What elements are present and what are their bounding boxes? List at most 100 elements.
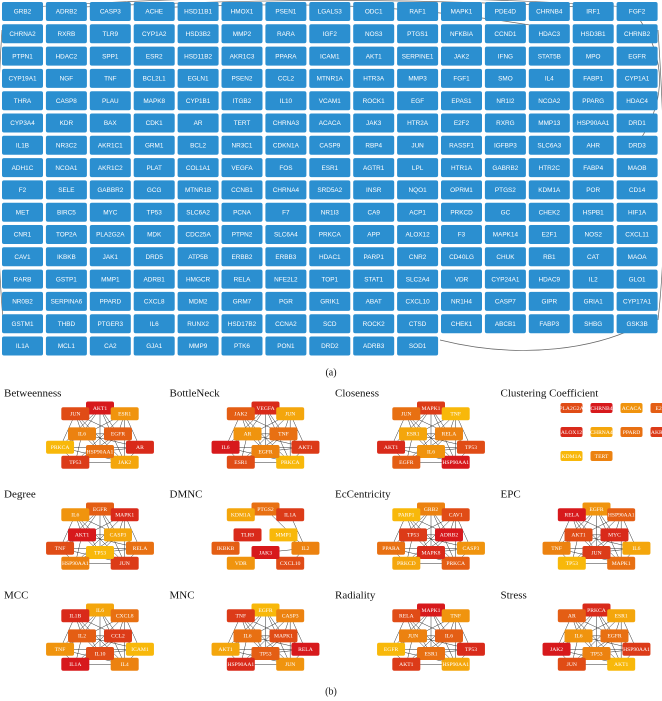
gene-label: CTSD [409,321,427,328]
gene-node [133,247,175,267]
gene-label: IL6 [71,513,79,519]
gene-label: PPARD [623,430,641,436]
gene-node [399,629,428,643]
gene-node [353,158,395,178]
gene-node [600,629,629,643]
gene-node [572,291,614,311]
gene-node [2,2,43,21]
gene-label: EGF [411,98,424,105]
gene-node [528,314,570,334]
gene-node [397,91,439,111]
gene-node [616,180,658,200]
gene-label: CHUK [496,254,515,261]
gene-label: NQO1 [409,187,428,194]
gene-label: LGALS3 [318,9,343,16]
gene-label: GRIK1 [320,299,340,306]
gene-node [177,269,219,289]
gene-label: BCL2L1 [143,76,167,83]
gene-label: MAPK8 [422,550,441,556]
gene-label: RUNX2 [187,321,209,328]
gene-node [397,113,439,133]
gene-node [417,647,445,660]
gene-label: CCNA2 [275,321,297,328]
gene-label: CHRNA4 [590,430,613,436]
gene-node [564,528,593,542]
subnetwork: EPC EGFR HSP90AA1 MYC IL6 MAPK1 JUN TP53 TNF AKT1… [501,489,651,570]
gene-label: MYC [608,533,621,539]
gene-label: CXCL11 [625,232,649,239]
gene-node [89,180,131,200]
subnetwork: EcCentricity GRB2 CAV1 ADRB2 CASP3 PRKCA MAPK8… [335,489,485,570]
gene-label: NGF [60,76,74,83]
gene-node [221,91,263,111]
gene-label: PLA2G2A [96,232,125,239]
gene-label: HTR3A [363,76,385,83]
gene-label: MDM2 [189,299,208,306]
gene-node [221,135,263,155]
gene-node [177,225,219,244]
gene-label: NCOA1 [55,165,77,172]
gene-label: AKR1C2 [98,165,123,172]
gene-node [89,24,131,44]
gene-label: GSK3B [626,321,647,328]
gene-node [89,158,131,178]
gene-label: PSEN2 [232,76,253,83]
gene-node [309,113,351,133]
gene-label: CASP9 [319,142,340,149]
gene-label: IL1A [284,513,296,519]
gene-label: HIF1A [628,209,647,216]
gene-node [572,180,614,200]
gene-label: ATP5B [188,254,208,261]
gene-label: ICAM1 [320,53,340,60]
gene-node [221,269,263,289]
gene-node [309,202,351,222]
gene-node [353,91,395,111]
subnetwork: MCC IL6 CXCL8 CCL2 ICAM1 IL4 IL10 IL1A TNF IL2 IL1… [4,590,154,671]
gene-node [309,2,351,21]
gene-node [221,46,263,66]
gene-label: JUN [411,142,424,149]
gene-node [616,24,658,44]
gene-node [265,135,307,155]
gene-node [441,609,470,623]
gene-node [441,2,482,21]
gene-node [221,180,263,200]
gene-node [125,642,154,656]
gene-node [89,202,131,222]
gene-node [68,528,97,542]
subnetwork: Radiality MAPK1 TNF IL6 TP53 HSP90AA1 ESR1 AKT1… [335,590,485,671]
gene-label: IL6 [427,449,435,455]
gene-node [233,629,262,643]
gene-label: RARA [277,31,295,38]
gene-node [441,407,470,421]
edge [240,615,291,665]
gene-label: TOP1 [322,276,339,283]
gene-node [353,180,395,200]
gene-label: MMP1 [276,533,292,539]
gene-label: RAF1 [409,9,426,16]
gene-label: JUN [285,662,295,668]
gene-label: HMGCR [186,276,211,283]
panel-title: Clustering Coefficient [501,388,599,400]
gene-label: CA9 [367,209,380,216]
gene-label: GCG [147,187,162,194]
gene-node [309,269,351,289]
gene-label: RELA [565,513,580,519]
gene-label: HSD17B2 [228,321,257,328]
gene-label: ABAT [366,299,382,306]
gene-node [397,158,439,178]
gene-label: AKT1 [93,406,107,412]
gene-node [133,135,175,155]
gene-node [528,24,570,44]
gene-label: CXCL10 [280,561,301,567]
gene-label: BCL2 [190,142,206,149]
gene-node [456,642,485,656]
gene-label: CCNB1 [231,187,253,194]
gene-label: ACHE [145,9,163,16]
gene-label: IRF1 [586,9,600,16]
gene-label: ESR1 [234,460,247,466]
gene-node [309,24,351,44]
gene-node [110,455,139,469]
gene-label: PRKCD [450,209,473,216]
gene-node [353,135,395,155]
